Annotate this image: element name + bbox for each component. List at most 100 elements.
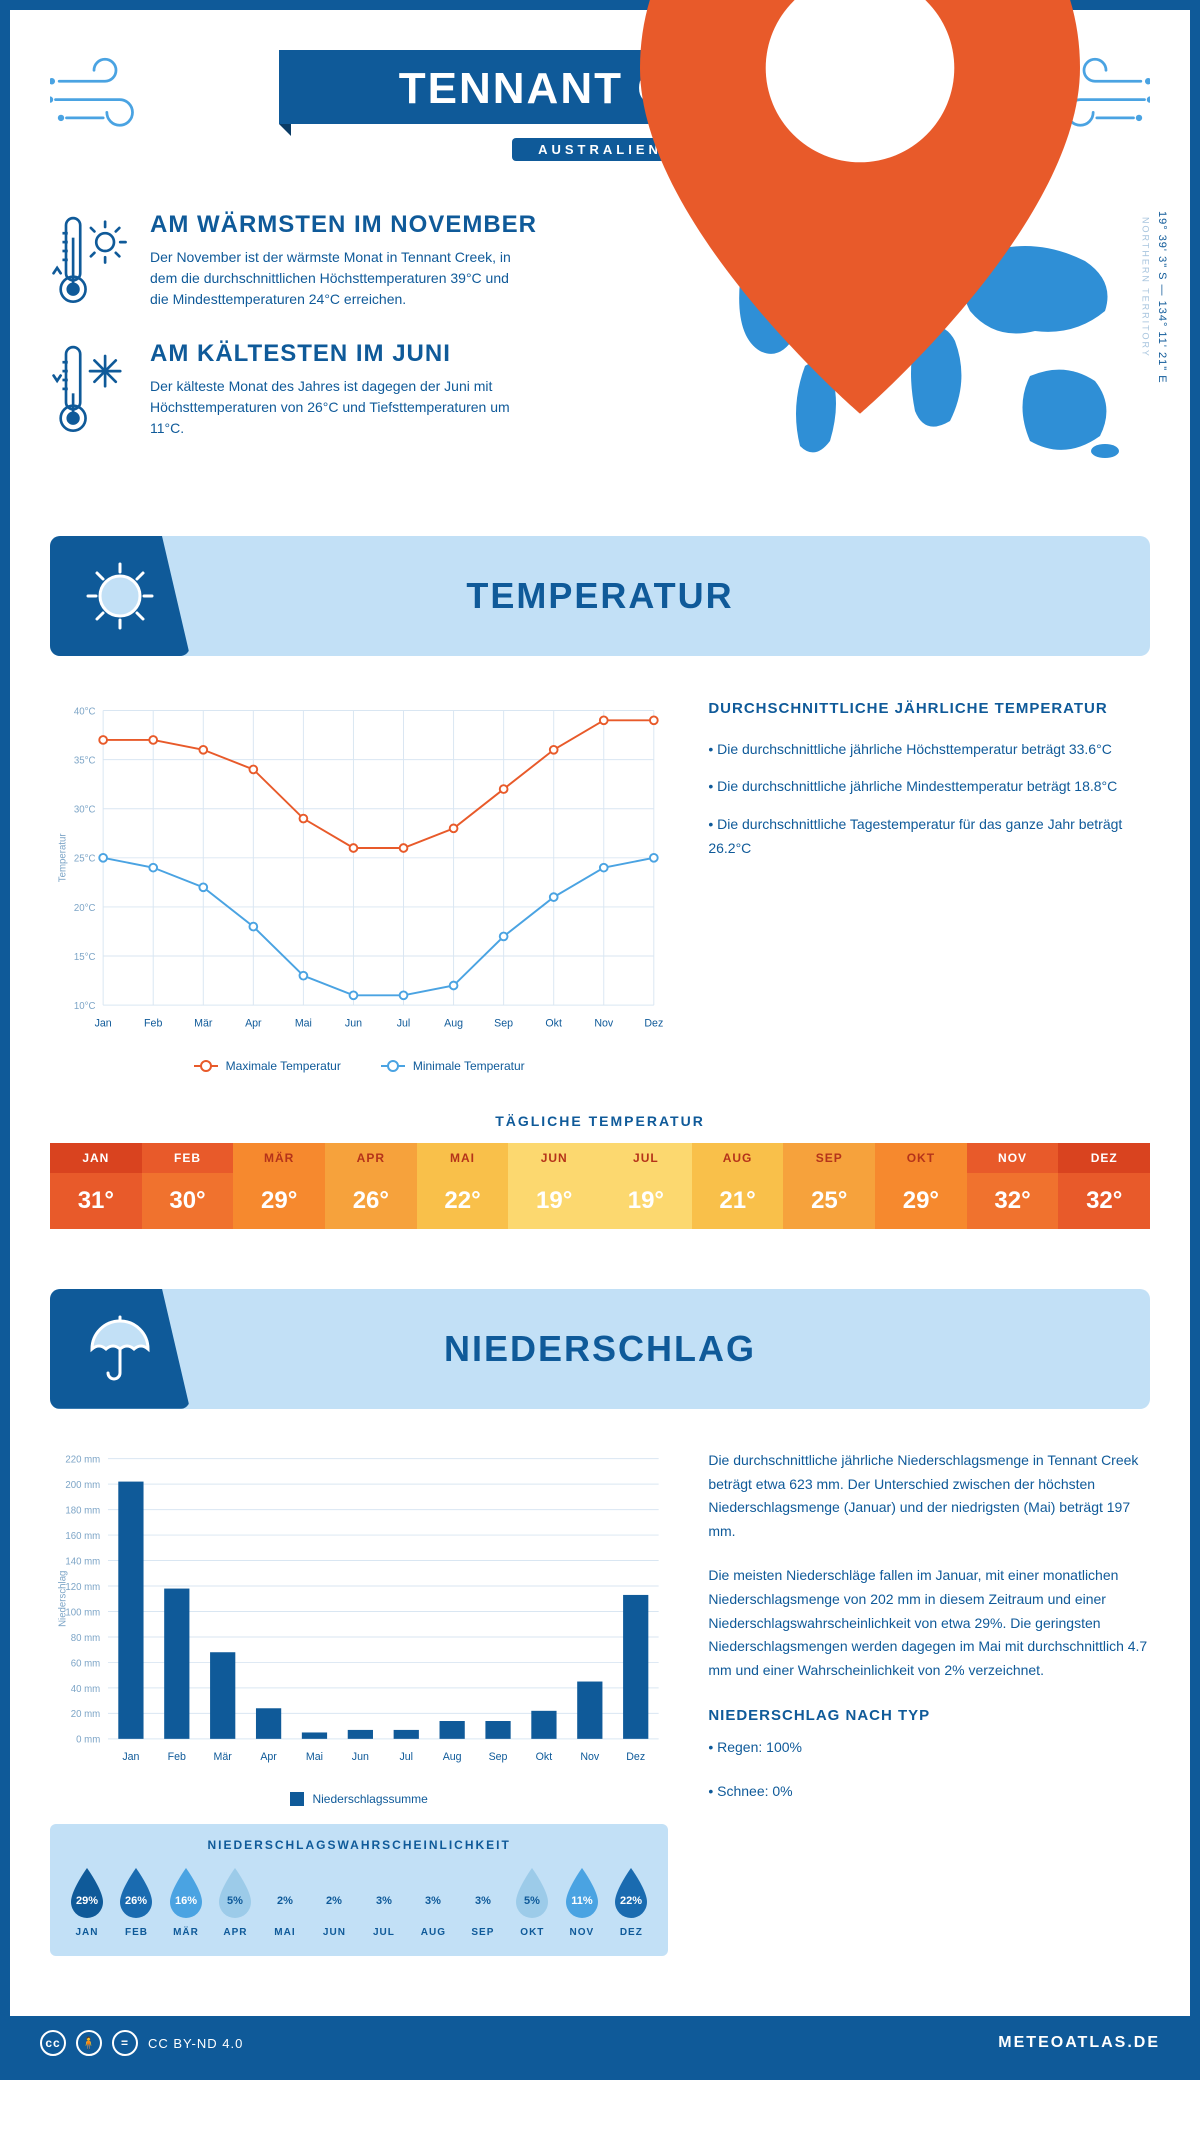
svg-text:Mär: Mär	[194, 1017, 213, 1029]
legend-precip: Niederschlagssumme	[290, 1792, 427, 1806]
prob-drop: 5%OKT	[509, 1866, 555, 1938]
svg-text:30°C: 30°C	[74, 805, 96, 816]
svg-text:40°C: 40°C	[74, 706, 96, 717]
license-text: CC BY-ND 4.0	[148, 2036, 243, 2051]
prob-drop: 2%JUN	[311, 1866, 357, 1938]
svg-text:200 mm: 200 mm	[65, 1480, 100, 1491]
prob-drop: 3%JUL	[361, 1866, 407, 1938]
fact-title: AM WÄRMSTEN IM NOVEMBER	[150, 211, 537, 239]
precip-block: 0 mm20 mm40 mm60 mm80 mm100 mm120 mm140 …	[50, 1449, 1150, 1956]
svg-text:Mai: Mai	[295, 1017, 312, 1029]
daily-temp-strip: JAN31°FEB30°MÄR29°APR26°MAI22°JUN19°JUL1…	[50, 1143, 1150, 1229]
lon: 134° 11' 21" E	[1156, 301, 1168, 384]
fact-text: Der kälteste Monat des Jahres ist dagege…	[150, 376, 530, 439]
svg-text:10°C: 10°C	[74, 1001, 96, 1012]
svg-text:3%: 3%	[475, 1895, 491, 1907]
precip-p2: Die meisten Niederschläge fallen im Janu…	[708, 1564, 1150, 1683]
svg-text:Jun: Jun	[352, 1751, 369, 1763]
wind-icon	[50, 50, 160, 140]
prob-drop: 22%DEZ	[608, 1866, 654, 1938]
svg-text:60 mm: 60 mm	[71, 1658, 101, 1669]
precip-probability-box: NIEDERSCHLAGSWAHRSCHEINLICHKEIT 29%JAN26…	[50, 1824, 668, 1956]
strip-cell: JAN31°	[50, 1143, 142, 1229]
precip-text: Die durchschnittliche jährliche Niedersc…	[708, 1449, 1150, 1824]
svg-text:Apr: Apr	[260, 1751, 277, 1763]
svg-text:Okt: Okt	[545, 1017, 562, 1029]
svg-text:100 mm: 100 mm	[65, 1607, 100, 1618]
strip-cell: APR26°	[325, 1143, 417, 1229]
prob-drop: 26%FEB	[113, 1866, 159, 1938]
fact-coldest: AM KÄLTESTEN IM JUNI Der kälteste Monat …	[50, 340, 670, 439]
prob-drop: 3%AUG	[410, 1866, 456, 1938]
prob-drop: 2%MAI	[262, 1866, 308, 1938]
svg-text:Okt: Okt	[536, 1751, 553, 1763]
svg-text:35°C: 35°C	[74, 755, 96, 766]
svg-text:20 mm: 20 mm	[71, 1709, 101, 1720]
svg-text:180 mm: 180 mm	[65, 1505, 100, 1516]
svg-text:5%: 5%	[524, 1895, 540, 1907]
svg-text:220 mm: 220 mm	[65, 1454, 100, 1465]
svg-text:Dez: Dez	[626, 1751, 645, 1763]
daily-temp-heading: TÄGLICHE TEMPERATUR	[50, 1113, 1150, 1129]
summary-bullet: • Die durchschnittliche jährliche Höchst…	[708, 738, 1150, 762]
umbrella-icon	[50, 1289, 190, 1409]
svg-text:40 mm: 40 mm	[71, 1684, 101, 1695]
svg-text:16%: 16%	[175, 1895, 197, 1907]
lat: 19° 39' 3" S	[1156, 211, 1168, 281]
svg-text:Mär: Mär	[214, 1751, 233, 1763]
svg-text:Jun: Jun	[345, 1017, 362, 1029]
svg-text:5%: 5%	[228, 1895, 244, 1907]
intro-row: AM WÄRMSTEN IM NOVEMBER Der November ist…	[50, 211, 1150, 476]
strip-cell: JUL19°	[600, 1143, 692, 1229]
svg-text:120 mm: 120 mm	[65, 1582, 100, 1593]
precip-left: 0 mm20 mm40 mm60 mm80 mm100 mm120 mm140 …	[50, 1449, 668, 1956]
coordinates: 19° 39' 3" S — 134° 11' 21" E NORTHERN T…	[1138, 211, 1170, 384]
svg-text:Apr: Apr	[245, 1017, 262, 1029]
fact-title: AM KÄLTESTEN IM JUNI	[150, 340, 530, 368]
region: NORTHERN TERRITORY	[1138, 217, 1152, 384]
svg-text:Feb: Feb	[168, 1751, 186, 1763]
svg-text:0 mm: 0 mm	[76, 1734, 100, 1745]
strip-cell: MAI22°	[417, 1143, 509, 1229]
svg-text:29%: 29%	[76, 1895, 98, 1907]
strip-cell: AUG21°	[692, 1143, 784, 1229]
type-bullet: • Schnee: 0%	[708, 1780, 1150, 1804]
chart-legend: Maximale Temperatur Minimale Temperatur	[50, 1059, 668, 1073]
svg-text:15°C: 15°C	[74, 952, 96, 963]
type-bullet: • Regen: 100%	[708, 1736, 1150, 1760]
fact-warmest: AM WÄRMSTEN IM NOVEMBER Der November ist…	[50, 211, 670, 310]
svg-text:Nov: Nov	[580, 1751, 600, 1763]
summary-heading: DURCHSCHNITTLICHE JÄHRLICHE TEMPERATUR	[708, 696, 1150, 722]
section-header-temperature: TEMPERATUR	[50, 536, 1150, 656]
nd-icon: =	[112, 2030, 138, 2056]
strip-cell: JUN19°	[508, 1143, 600, 1229]
content: TENNANT CREEK AUSTRALIEN	[10, 10, 1190, 1956]
svg-text:3%: 3%	[425, 1895, 441, 1907]
temperature-summary: DURCHSCHNITTLICHE JÄHRLICHE TEMPERATUR •…	[708, 696, 1150, 875]
summary-bullet: • Die durchschnittliche jährliche Mindes…	[708, 775, 1150, 799]
svg-text:Niederschlag: Niederschlag	[57, 1570, 68, 1626]
precip-type-heading: NIEDERSCHLAG NACH TYP	[708, 1703, 1150, 1729]
svg-text:Mai: Mai	[306, 1751, 323, 1763]
svg-text:22%: 22%	[620, 1895, 642, 1907]
sun-icon	[50, 536, 190, 656]
temperature-block: 10°C15°C20°C25°C30°C35°C40°CJanFebMärApr…	[50, 696, 1150, 1073]
svg-text:Sep: Sep	[494, 1017, 513, 1029]
footer: cc 🧍 = CC BY-ND 4.0 METEOATLAS.DE	[10, 2016, 1190, 2070]
svg-text:26%: 26%	[125, 1895, 147, 1907]
svg-text:Jan: Jan	[95, 1017, 112, 1029]
svg-text:160 mm: 160 mm	[65, 1531, 100, 1542]
svg-text:2%: 2%	[326, 1895, 342, 1907]
temperature-chart: 10°C15°C20°C25°C30°C35°C40°CJanFebMärApr…	[50, 696, 668, 1073]
svg-text:Feb: Feb	[144, 1017, 162, 1029]
prob-drop: 3%SEP	[460, 1866, 506, 1938]
svg-text:Temperatur: Temperatur	[57, 833, 68, 883]
strip-cell: MÄR29°	[233, 1143, 325, 1229]
prob-drop: 11%NOV	[559, 1866, 605, 1938]
section-heading: TEMPERATUR	[466, 575, 733, 617]
svg-text:Aug: Aug	[443, 1751, 462, 1763]
section-header-precip: NIEDERSCHLAG	[50, 1289, 1150, 1409]
svg-text:3%: 3%	[376, 1895, 392, 1907]
map-pin-icon	[640, 0, 1080, 414]
svg-text:25°C: 25°C	[74, 854, 96, 865]
